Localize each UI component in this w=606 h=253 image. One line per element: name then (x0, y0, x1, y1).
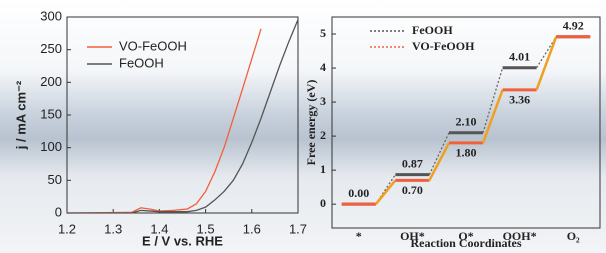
y-tick-label: 5 (320, 26, 326, 40)
x-tick-label: 1.3 (104, 221, 122, 236)
y-tick-label: 0 (55, 204, 62, 219)
y-tick-label: 200 (40, 74, 62, 89)
value-label: 0.87 (402, 156, 423, 170)
x-tick-label: 1.7 (289, 221, 307, 236)
data-line (67, 29, 261, 213)
y-tick-label: 3 (320, 94, 326, 108)
y-axis-label: j / mA cm⁻² (13, 80, 28, 150)
x-tick-label: O₂ (567, 229, 580, 243)
y-tick-label: 50 (48, 172, 62, 187)
y-tick-label: 150 (40, 106, 62, 121)
x-tick-label: * (356, 229, 362, 243)
connector (376, 180, 396, 204)
legend-label: VO-FeOOH (119, 38, 187, 53)
value-label: 4.01 (509, 49, 530, 63)
y-tick-label: 0 (320, 196, 326, 210)
value-label: 4.92 (563, 18, 584, 32)
legend-label: VO-FeOOH (412, 39, 475, 53)
y-tick-label: 1 (320, 162, 326, 176)
chart: 0501001502002503001.21.31.41.51.61.7E / … (0, 0, 606, 253)
value-label: 0.00 (348, 186, 369, 200)
legend-label: FeOOH (119, 55, 164, 70)
y-tick-label: 4 (320, 60, 326, 74)
value-label: 0.70 (402, 183, 423, 197)
x-tick-label: 1.6 (243, 221, 261, 236)
x-axis-label: E / V vs. RHE (142, 233, 223, 248)
y-tick-label: 100 (40, 139, 62, 154)
connector (483, 90, 503, 143)
x-tick-label: 1.2 (58, 221, 76, 236)
page: {"chart_data": [ {"type": "line", "xlabe… (0, 0, 606, 253)
y-axis-label: Free energy (eV) (304, 80, 318, 166)
y-tick-label: 250 (40, 41, 62, 56)
connector (429, 143, 449, 180)
legend-label: FeOOH (412, 23, 453, 37)
value-label: 2.10 (456, 114, 477, 128)
value-label: 3.36 (509, 93, 530, 107)
y-tick-label: 300 (40, 8, 62, 23)
value-label: 1.80 (456, 146, 477, 160)
connector (429, 133, 449, 175)
x-axis-label: Reaction Coordinates (411, 236, 522, 250)
y-tick-label: 2 (320, 128, 326, 142)
